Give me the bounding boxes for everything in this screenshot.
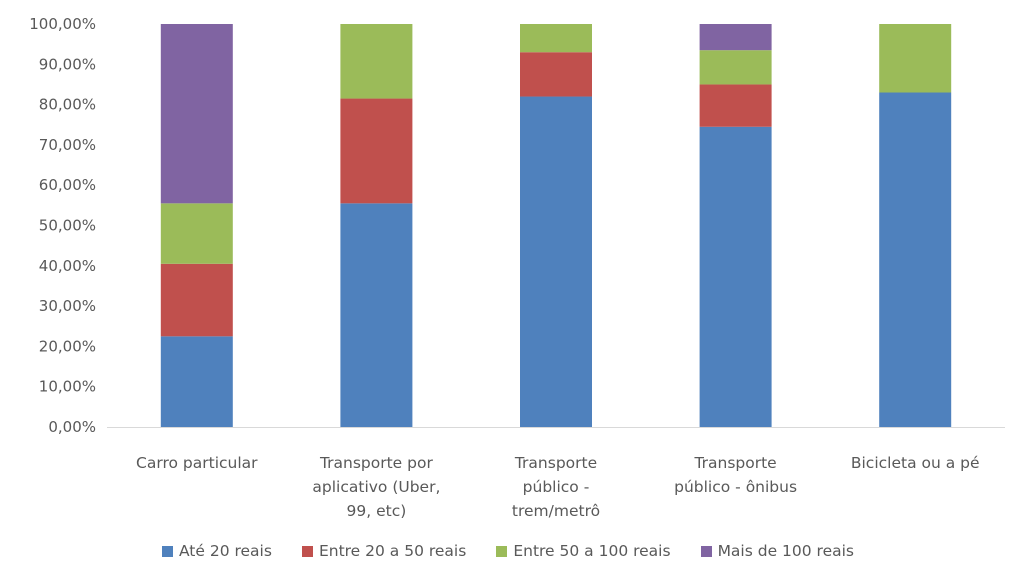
y-tick-label: 70,00% (39, 136, 96, 154)
y-tick-label: 100,00% (29, 15, 96, 33)
x-category-label: Carro particular (136, 454, 258, 472)
bar-segment-4-4 (699, 24, 772, 51)
bar-segment-2-1 (160, 263, 233, 337)
bar-segment-4-1 (160, 24, 233, 204)
x-category-label: público - (523, 478, 590, 496)
legend-item: Entre 50 a 100 reais (496, 542, 671, 560)
bar-segment-1-5 (879, 92, 952, 427)
legend-swatch (496, 545, 508, 557)
legend-label: Até 20 reais (178, 542, 272, 560)
x-category-label: Transporte (514, 454, 597, 472)
y-tick-label: 30,00% (39, 297, 96, 315)
legend-swatch (700, 545, 712, 557)
legend: Até 20 reais Entre 20 a 50 reais Entre 50 … (0, 539, 1016, 563)
x-category-label: trem/metrô (512, 502, 600, 520)
bar-segment-1-2 (340, 203, 413, 427)
bar-segment-2-3 (520, 52, 592, 97)
legend-label: Entre 50 a 100 reais (513, 542, 671, 560)
bar-segment-3-5 (879, 24, 952, 93)
x-axis: Carro particular Transporte por aplicativo… (107, 427, 1005, 520)
legend-item: Mais de 100 reais (700, 542, 855, 560)
x-category-label: Bicicleta ou a pé (851, 454, 980, 472)
legend-label: Entre 20 a 50 reais (318, 542, 467, 560)
x-category-label: Transporte por (319, 454, 434, 472)
x-category-label: Transporte (693, 454, 776, 472)
bar-segment-3-1 (160, 203, 233, 264)
bar-segment-3-3 (520, 24, 592, 53)
y-tick-label: 80,00% (39, 96, 96, 114)
bar-segment-1-1 (160, 336, 233, 427)
x-category-label: público - ônibus (674, 478, 797, 496)
y-tick-label: 90,00% (39, 55, 96, 73)
y-tick-label: 20,00% (39, 337, 96, 355)
legend-swatch (161, 545, 173, 557)
x-category-label: aplicativo (Uber, (312, 478, 440, 496)
x-category-label: 99, etc) (347, 502, 407, 520)
legend-label: Mais de 100 reais (717, 542, 855, 560)
y-tick-label: 0,00% (48, 418, 96, 436)
y-tick-label: 50,00% (39, 217, 96, 235)
legend-item: Entre 20 a 50 reais (301, 542, 467, 560)
legend-swatch (301, 545, 313, 557)
bar-segment-1-3 (520, 96, 592, 427)
y-axis: 0,00% 10,00% 20,00% 30,00% 40,00% 50,00% 60,00… (29, 15, 96, 436)
y-tick-label: 40,00% (39, 257, 96, 275)
legend-item: Até 20 reais (161, 542, 272, 560)
bar-segment-1-4 (699, 126, 772, 427)
y-tick-label: 10,00% (39, 378, 96, 396)
bars (160, 24, 952, 427)
bar-segment-2-2 (340, 98, 413, 204)
bar-segment-3-2 (340, 24, 413, 99)
y-tick-label: 60,00% (39, 176, 96, 194)
bar-segment-3-4 (699, 50, 772, 85)
bar-segment-2-4 (699, 84, 772, 127)
